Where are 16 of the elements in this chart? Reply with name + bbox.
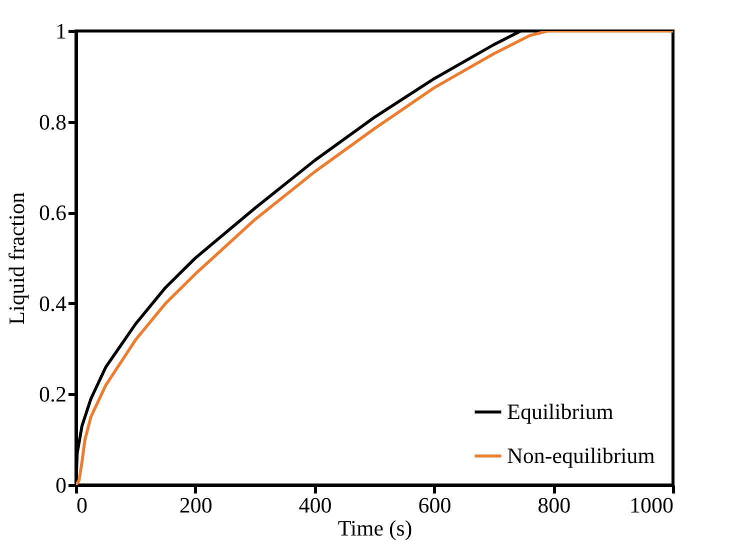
y-tick-label: 0.4 xyxy=(39,290,66,316)
x-tick-label: 600 xyxy=(418,492,452,518)
x-tick-label: 400 xyxy=(298,492,332,518)
x-tick-label: 1000 xyxy=(630,492,674,518)
y-axis-title: Liquid fraction xyxy=(4,192,29,325)
legend-label: Equilibrium xyxy=(507,399,614,424)
x-tick-label: 800 xyxy=(538,492,571,518)
y-tick-label: 0.2 xyxy=(39,382,66,407)
x-tick-label: 0 xyxy=(76,492,88,518)
y-tick-label: 0.6 xyxy=(39,200,66,226)
y-tick-label: 1 xyxy=(56,18,66,44)
x-axis-title: Time (s) xyxy=(338,516,412,540)
legend-label: Non-equilibrium xyxy=(507,443,655,468)
x-tick-label: 200 xyxy=(179,492,212,518)
y-tick-label: 0.8 xyxy=(39,109,66,134)
y-tick-label: 0 xyxy=(56,472,66,498)
